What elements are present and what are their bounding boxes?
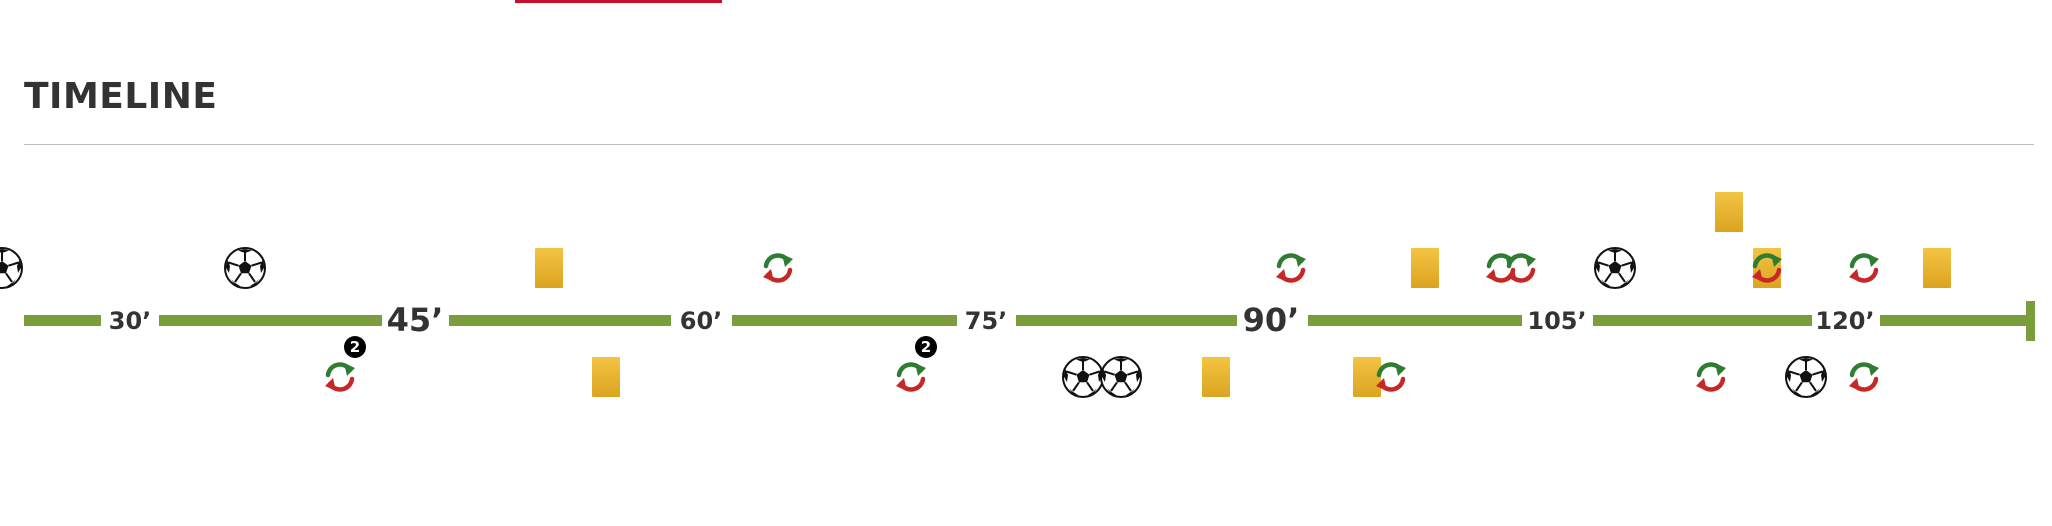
minute-label-120: 120’ — [1815, 307, 1875, 335]
timeline-bar-segment — [449, 315, 671, 326]
minute-label-75: 75’ — [964, 307, 1008, 335]
minute-label-45: 45’ — [386, 301, 444, 339]
timeline-end-cap — [2026, 301, 2035, 341]
soccer-ball-icon[interactable] — [0, 246, 24, 290]
timeline-bar-segment — [1880, 315, 2030, 326]
section-title: TIMELINE — [24, 76, 218, 117]
soccer-ball-icon[interactable] — [223, 246, 267, 290]
minute-label-30: 30’ — [108, 307, 152, 335]
substitution-icon[interactable] — [893, 359, 929, 395]
timeline-bar-segment — [1593, 315, 1812, 326]
minute-label-60: 60’ — [679, 307, 723, 335]
minute-label-105: 105’ — [1527, 307, 1587, 335]
yellow-card-icon[interactable] — [1202, 357, 1230, 397]
timeline-bar-segment — [1308, 315, 1522, 326]
substitution-icon[interactable] — [1693, 359, 1729, 395]
yellow-card-icon[interactable] — [1411, 248, 1439, 288]
substitution-icon[interactable] — [1373, 359, 1409, 395]
event-count-badge: 2 — [344, 336, 366, 358]
yellow-card-icon[interactable] — [1923, 248, 1951, 288]
timeline-bar-segment — [1016, 315, 1237, 326]
minute-label-90: 90’ — [1242, 301, 1300, 339]
substitution-icon[interactable] — [760, 250, 796, 286]
yellow-card-icon[interactable] — [1715, 192, 1743, 232]
substitution-icon[interactable] — [1503, 250, 1539, 286]
substitution-icon[interactable] — [322, 359, 358, 395]
event-count-badge: 2 — [915, 336, 937, 358]
yellow-card-icon[interactable] — [535, 248, 563, 288]
soccer-ball-icon[interactable] — [1593, 246, 1637, 290]
soccer-ball-icon[interactable] — [1099, 355, 1143, 399]
timeline-bar-segment — [24, 315, 101, 326]
timeline-bar-segment — [159, 315, 382, 326]
yellow-card-icon[interactable] — [1353, 357, 1381, 397]
substitution-icon[interactable] — [1846, 250, 1882, 286]
substitution-icon[interactable] — [1273, 250, 1309, 286]
active-tab-indicator — [515, 0, 722, 3]
title-divider — [24, 144, 2034, 145]
timeline-bar-segment — [732, 315, 957, 326]
substitution-icon[interactable] — [1749, 250, 1785, 286]
substitution-icon[interactable] — [1846, 359, 1882, 395]
yellow-card-icon[interactable] — [592, 357, 620, 397]
soccer-ball-icon[interactable] — [1784, 355, 1828, 399]
